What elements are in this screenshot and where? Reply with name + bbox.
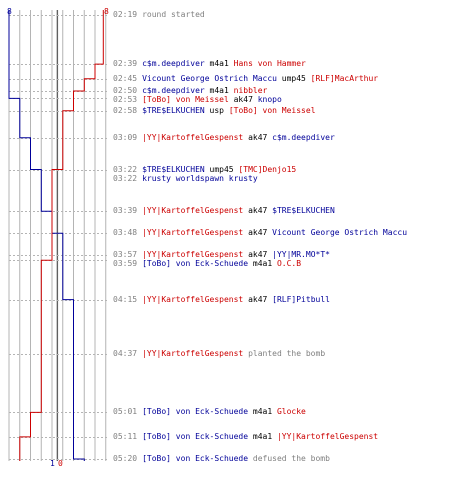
t-player-name: |YY|KartoffelGespenst — [142, 295, 244, 304]
ct-player-name: Vicount George Ostrich Maccu — [142, 74, 277, 83]
weapon-name: ump45 — [276, 74, 311, 83]
weapon-name: ak47 — [243, 295, 273, 304]
weapon-name: m4a1 — [204, 59, 234, 68]
ct-player-name: $TRE$ELKUCHEN — [272, 206, 335, 215]
weapon-name: ump45 — [204, 165, 239, 174]
event-time: 02:39 — [113, 59, 138, 68]
t-end-count: 0 — [58, 459, 63, 468]
event-description: defused the bomb — [248, 454, 330, 463]
event-row: 02:58 $TRE$ELKUCHEN usp [ToBo] von Meisse… — [113, 106, 316, 116]
t-player-name: |YY|KartoffelGespenst — [142, 206, 244, 215]
event-description: planted the bomb — [243, 349, 326, 358]
weapon-name: ak47 — [243, 206, 273, 215]
event-time: 03:57 — [113, 250, 138, 259]
event-time: 03:48 — [113, 228, 138, 237]
t-start-count: 8 — [104, 7, 109, 16]
weapon-name: ak47 — [243, 133, 273, 142]
ct-player-name: knopo — [257, 95, 282, 104]
t-player-name: Hans von Hammer — [233, 59, 306, 68]
event-row: 03:57 |YY|KartoffelGespenst ak47 |YY|MR.M… — [113, 250, 330, 260]
ct-player-name: [ToBo] von Eck-Schuede — [142, 432, 249, 441]
event-time: 03:22 — [113, 174, 138, 183]
event-row: 03:09 |YY|KartoffelGespenst ak47 c$m.deep… — [113, 133, 335, 143]
event-time: 03:39 — [113, 206, 138, 215]
weapon-name: m4a1 — [204, 86, 234, 95]
event-time: 03:22 — [113, 165, 138, 174]
weapon-name: m4a1 — [248, 407, 277, 416]
event-row: 03:59 [ToBo] von Eck-Schuede m4a1 O.C.B — [113, 259, 301, 269]
event-time: 02:19 — [113, 10, 138, 19]
t-player-name: |YY|KartoffelGespenst — [142, 133, 244, 142]
weapon-name: usp — [204, 106, 229, 115]
ct-start-count: 8 — [7, 7, 12, 16]
ct-player-name: c$m.deepdiver — [142, 59, 205, 68]
ct-player-name: krusty worldspawn krusty — [142, 174, 258, 183]
event-row: 02:45 Vicount George Ostrich Maccu ump45 … — [113, 74, 378, 84]
event-row: 03:48 |YY|KartoffelGespenst ak47 Vicount … — [113, 228, 407, 238]
t-player-name: nibbler — [233, 86, 268, 95]
event-time: 03:59 — [113, 259, 138, 268]
ct-player-name: |YY|MR.MO*T* — [272, 250, 330, 259]
event-time: 02:58 — [113, 106, 138, 115]
event-row: 03:22 krusty worldspawn krusty — [113, 174, 258, 184]
event-time: 05:11 — [113, 432, 138, 441]
ct-player-name: [RLF]Pitbull — [272, 295, 330, 304]
t-player-name: O.C.B — [276, 259, 302, 268]
ct-alive-line — [8, 10, 85, 461]
weapon-name: ak47 — [228, 95, 258, 104]
t-player-name: [RLF]MacArthur — [310, 74, 379, 83]
event-time: 02:50 — [113, 86, 138, 95]
t-player-name: [ToBo] von Meissel — [228, 106, 316, 115]
event-row: 04:37 |YY|KartoffelGespenst planted the b… — [113, 349, 325, 359]
t-player-name: |YY|KartoffelGespenst — [276, 432, 379, 441]
event-row: 03:39 |YY|KartoffelGespenst ak47 $TRE$ELK… — [113, 206, 335, 216]
t-player-name: [ToBo] von Meissel — [142, 95, 229, 104]
t-player-name: |YY|KartoffelGespenst — [142, 228, 244, 237]
event-time: 02:53 — [113, 95, 138, 104]
event-row: 05:01 [ToBo] von Eck-Schuede m4a1 Glocke — [113, 407, 306, 417]
event-row: 02:39 c$m.deepdiver m4a1 Hans von Hammer — [113, 59, 306, 69]
t-player-name: |YY|KartoffelGespenst — [142, 250, 244, 259]
weapon-name: ak47 — [243, 228, 273, 237]
event-row: 03:22 $TRE$ELKUCHEN ump45 [TMC]Denjo15 — [113, 165, 296, 175]
ct-player-name: $TRE$ELKUCHEN — [142, 165, 205, 174]
ct-player-name: $TRE$ELKUCHEN — [142, 106, 205, 115]
event-time: 03:09 — [113, 133, 138, 142]
event-row: 02:50 c$m.deepdiver m4a1 nibbler — [113, 86, 267, 96]
weapon-name: ak47 — [243, 250, 273, 259]
weapon-name: m4a1 — [248, 432, 277, 441]
ct-player-name: [ToBo] von Eck-Schuede — [142, 259, 249, 268]
ct-player-name: [ToBo] von Eck-Schuede — [142, 454, 249, 463]
t-player-name: |YY|KartoffelGespenst — [142, 349, 244, 358]
event-time: 05:01 — [113, 407, 138, 416]
ct-end-count: 1 — [50, 459, 55, 468]
event-row: 05:11 [ToBo] von Eck-Schuede m4a1 |YY|Kar… — [113, 432, 378, 442]
t-player-name: Glocke — [276, 407, 306, 416]
event-time: 02:45 — [113, 74, 138, 83]
t-player-name: [TMC]Denjo15 — [238, 165, 297, 174]
event-row: 02:53 [ToBo] von Meissel ak47 knopo — [113, 95, 282, 105]
weapon-name: m4a1 — [248, 259, 277, 268]
event-time: 05:20 — [113, 454, 138, 463]
event-row: 04:15 |YY|KartoffelGespenst ak47 [RLF]Pit… — [113, 295, 330, 305]
ct-player-name: [ToBo] von Eck-Schuede — [142, 407, 249, 416]
t-alive-line — [19, 10, 104, 461]
ct-player-name: Vicount George Ostrich Maccu — [272, 228, 408, 237]
event-time: 04:37 — [113, 349, 138, 358]
event-row: 02:19 round started — [113, 10, 205, 20]
event-time: 04:15 — [113, 295, 138, 304]
ct-player-name: c$m.deepdiver — [272, 133, 335, 142]
event-description: round started — [142, 10, 205, 19]
event-row: 05:20 [ToBo] von Eck-Schuede defused the … — [113, 454, 330, 464]
ct-player-name: c$m.deepdiver — [142, 86, 205, 95]
